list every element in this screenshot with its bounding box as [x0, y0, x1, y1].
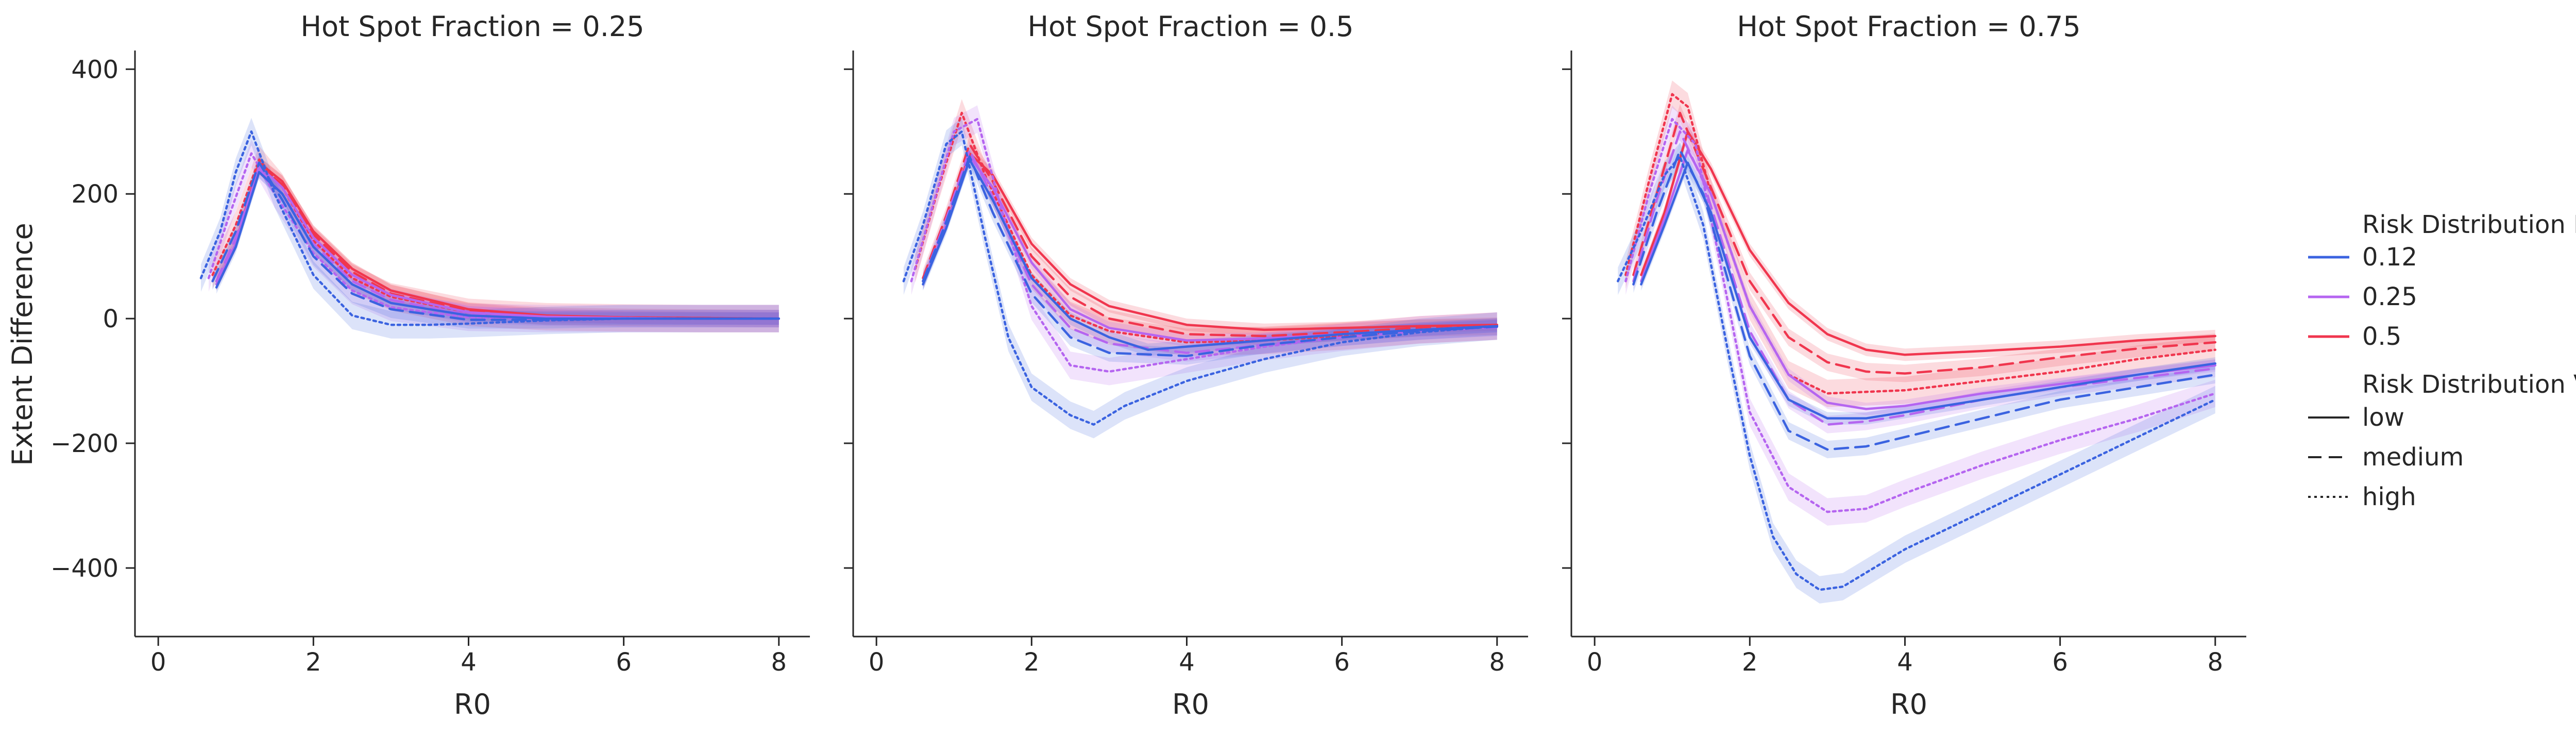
series-band	[1625, 80, 2215, 407]
x-tick-label: 2	[1742, 648, 1758, 677]
series-line-0.5-medium	[1632, 111, 2217, 375]
x-tick-label: 6	[2052, 648, 2068, 677]
series-line-0.25-high	[910, 118, 1499, 373]
series-band	[1625, 105, 2215, 526]
y-tick-label: −200	[50, 429, 118, 458]
series-line-0.12-medium	[1632, 149, 2217, 451]
legend-label-variance: medium	[2362, 443, 2464, 472]
series-band	[1641, 125, 2215, 361]
x-tick-label: 4	[1897, 648, 1913, 677]
series-line-0.12-high	[199, 130, 781, 326]
series-band	[201, 118, 779, 339]
series-line-0.25-medium	[922, 149, 1499, 354]
panel-1: Hot Spot Fraction = 0.25 0 2 4 6 8 −400 −200 0 20…	[50, 10, 810, 721]
series-band	[915, 99, 1497, 356]
legend-variance-title: Risk Distribution Variance	[2362, 370, 2576, 399]
panels-layer: Hot Spot Fraction = 0.250 2 4 6 8−400−200020…	[50, 10, 2246, 721]
x-tick-label: 8	[2207, 648, 2223, 677]
x-tick-label: 2	[1024, 648, 1040, 677]
y-tick-label: 400	[71, 55, 118, 84]
x-axis-label: R0	[454, 688, 491, 721]
series-band	[1633, 123, 2215, 433]
x-tick-label: 6	[1334, 648, 1350, 677]
series-band	[923, 147, 1497, 336]
series-line-0.5-medium	[922, 143, 1499, 338]
series-line-0.12-high	[902, 130, 1499, 426]
y-tick-label: 0	[103, 305, 118, 333]
panel-title: Hot Spot Fraction = 0.25	[300, 10, 644, 43]
x-tick-label: 8	[1489, 648, 1505, 677]
series-band	[903, 118, 1497, 439]
legend-label-variance: high	[2362, 482, 2416, 511]
series-line-0.5-high	[914, 111, 1499, 344]
x-tick-label: 6	[616, 648, 632, 677]
legend-label-variance: low	[2362, 403, 2404, 432]
panel-2: Hot Spot Fraction = 0.5 0 2 4 6 8 R0	[844, 10, 1528, 721]
series-line-0.12-high	[1617, 155, 2217, 591]
x-axis-label: R0	[1890, 688, 1927, 721]
panel-title: Hot Spot Fraction = 0.5	[1028, 10, 1354, 43]
x-tick-label: 4	[1179, 648, 1195, 677]
series-band	[1633, 104, 2215, 382]
x-tick-label: 0	[1587, 648, 1603, 677]
legend-label-mean: 0.12	[2362, 243, 2417, 272]
panel-title: Hot Spot Fraction = 0.75	[1737, 10, 2080, 43]
legend-label-mean: 0.5	[2362, 322, 2401, 351]
legend-label-mean: 0.25	[2362, 282, 2417, 311]
series-line-0.12-medium	[211, 161, 781, 321]
y-axis-label: Extent Difference	[6, 223, 39, 465]
series-line-0.25-high	[207, 152, 781, 320]
x-tick-label: 8	[771, 648, 787, 677]
series-band	[216, 165, 779, 325]
panel-3: Hot Spot Fraction = 0.75 0 2 4 6 8 R0	[1562, 10, 2246, 721]
series-line-0.25-high	[1624, 118, 2217, 513]
x-tick-label: 4	[461, 648, 477, 677]
legend-mean-title: Risk Distribution Mean	[2362, 210, 2576, 239]
x-tick-label: 0	[869, 648, 885, 677]
y-tick-label: 200	[71, 180, 118, 209]
legend: Risk Distribution Mean 0.12 0.25 0.5 Risk Di…	[2308, 210, 2576, 511]
y-tick-label: −400	[50, 554, 118, 583]
x-tick-label: 0	[150, 648, 166, 677]
series-line-0.5-high	[211, 158, 781, 320]
series-line-0.12-medium	[922, 155, 1499, 357]
x-axis-label: R0	[1172, 688, 1209, 721]
x-tick-label: 2	[306, 648, 321, 677]
